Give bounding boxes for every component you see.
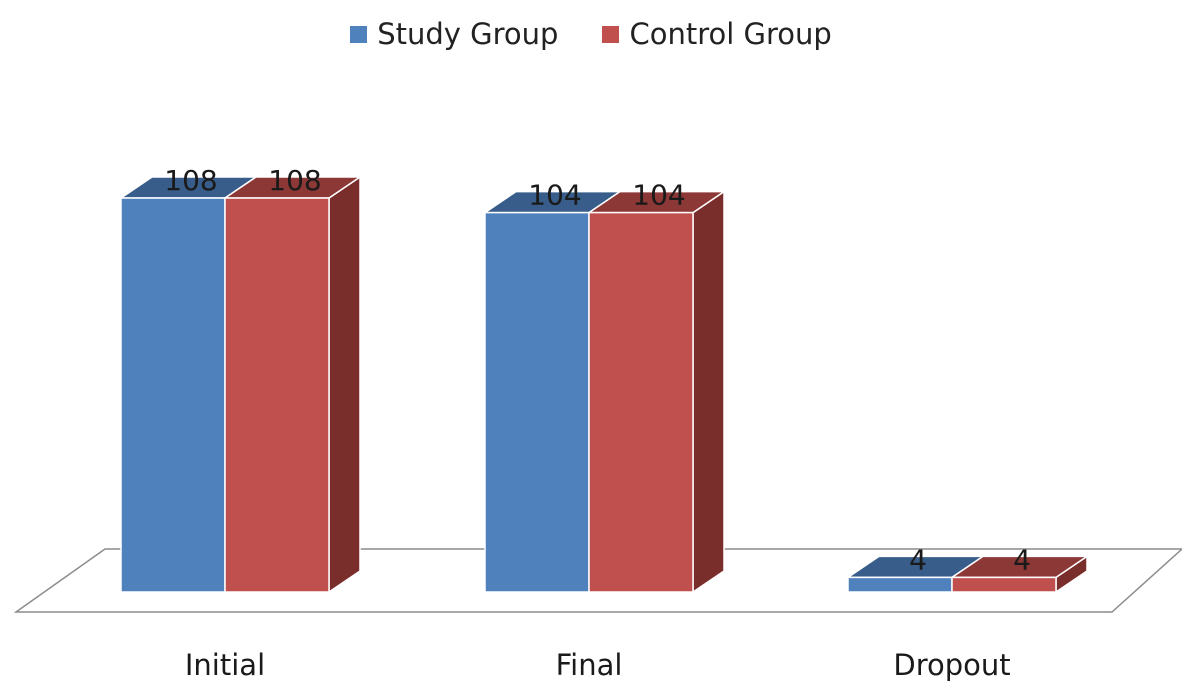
- legend-swatch-control: [602, 25, 620, 43]
- legend-label-control: Control Group: [629, 17, 832, 51]
- bar-side-final: [692, 190, 725, 594]
- data-label: 108: [268, 164, 321, 197]
- data-label: 4: [1013, 543, 1031, 576]
- data-label: 108: [164, 164, 217, 197]
- bar-study-group-dropout: [847, 576, 953, 593]
- bar-control-group-dropout: [951, 576, 1057, 593]
- bar-side-initial: [328, 175, 361, 594]
- data-label: 104: [632, 179, 685, 212]
- bar-study-group-final: [484, 211, 590, 593]
- legend-label-study: Study Group: [377, 17, 559, 51]
- legend-swatch-study: [350, 25, 368, 43]
- category-label-dropout: Dropout: [893, 648, 1010, 681]
- bar-control-group-initial: [224, 197, 330, 593]
- chart-legend: Study Group Control Group: [0, 14, 1182, 54]
- bar-study-group-initial: [120, 197, 226, 593]
- data-label: 104: [528, 179, 581, 212]
- legend-item-control: Control Group: [602, 17, 832, 51]
- data-label: 4: [909, 543, 927, 576]
- legend-item-study: Study Group: [350, 17, 558, 51]
- category-label-final: Final: [556, 648, 623, 681]
- bar-control-group-final: [588, 211, 694, 593]
- category-label-initial: Initial: [185, 648, 265, 681]
